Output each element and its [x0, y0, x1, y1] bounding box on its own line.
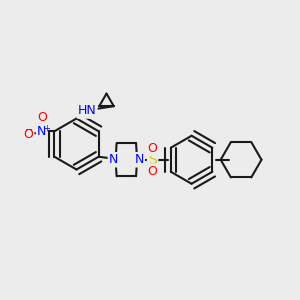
Text: O: O — [148, 165, 158, 178]
Text: S: S — [148, 153, 157, 167]
Text: HN: HN — [78, 104, 96, 118]
Text: N: N — [37, 125, 46, 138]
Text: +: + — [43, 124, 50, 133]
Text: O: O — [37, 111, 47, 124]
Text: N: N — [134, 153, 144, 166]
Text: O: O — [23, 128, 33, 141]
Text: −: − — [26, 125, 34, 135]
Text: O: O — [148, 142, 158, 155]
Text: N: N — [109, 153, 118, 166]
